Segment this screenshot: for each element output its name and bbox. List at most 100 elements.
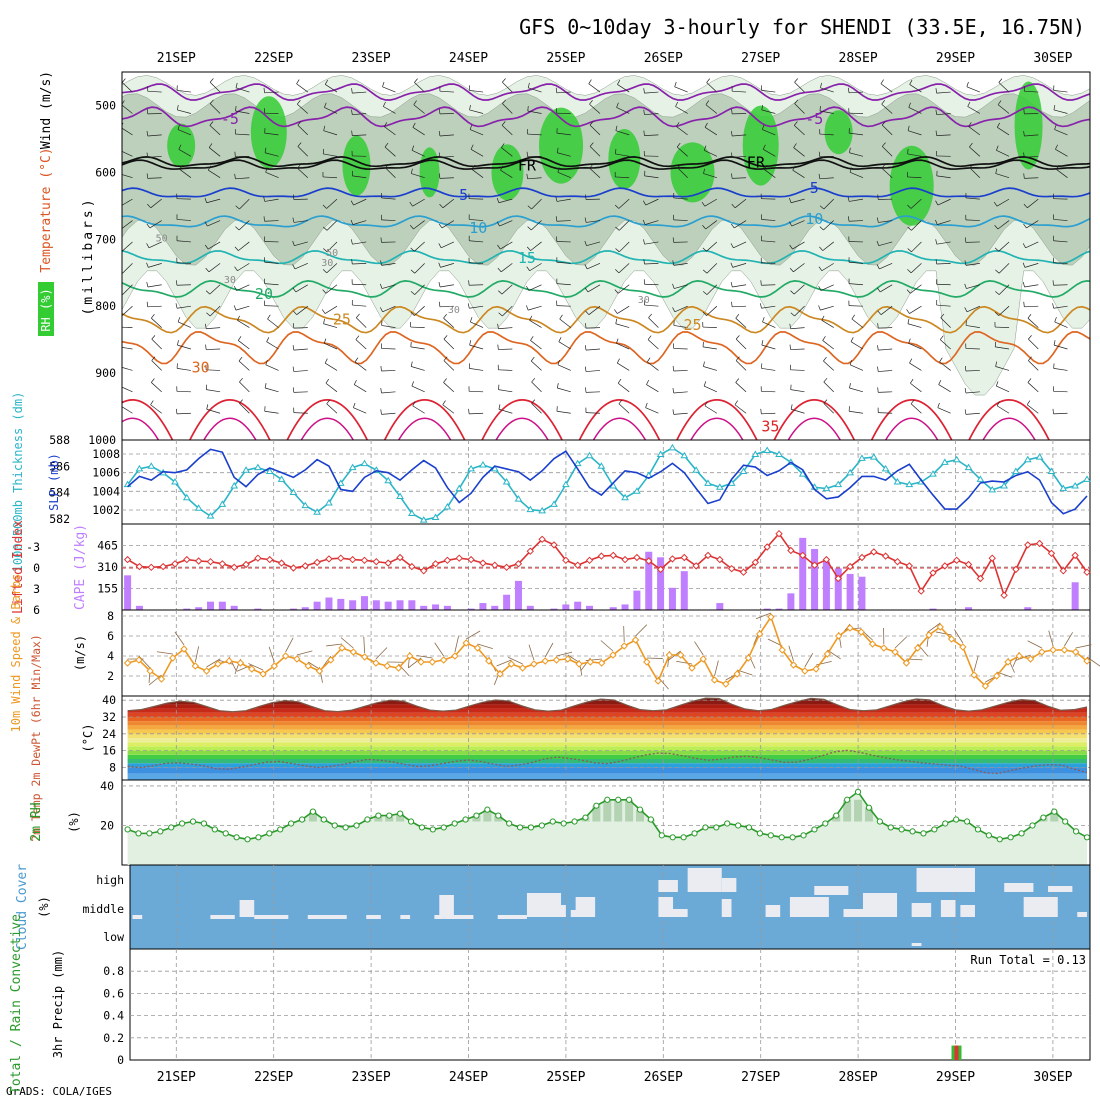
wind-barb — [761, 344, 776, 350]
wind-barb — [647, 361, 659, 371]
data-point — [801, 667, 809, 675]
cape-bar — [633, 590, 641, 610]
wind-barb — [789, 344, 791, 350]
data-point — [823, 650, 832, 658]
wind-barb — [205, 290, 210, 295]
wind-barb — [502, 99, 506, 104]
wind-barb — [442, 404, 455, 414]
wind-barb — [964, 365, 967, 372]
data-point — [585, 556, 594, 565]
wind-barb — [804, 652, 814, 668]
wind-barb — [350, 239, 353, 245]
data-point — [833, 812, 840, 819]
wind-barb — [498, 408, 513, 414]
wind-barb — [413, 104, 425, 114]
wind-barb — [443, 360, 455, 371]
wind-barb — [994, 311, 999, 316]
wind-barb — [354, 384, 367, 393]
data-point — [123, 555, 132, 564]
wind-barb — [469, 390, 484, 393]
wind-barb — [292, 217, 295, 223]
wind-barb — [823, 399, 828, 404]
wind-barb — [1027, 317, 1039, 328]
wind-barb — [502, 82, 513, 93]
top-date-labels: 21SEP 22SEP 23SEP 24SEP 25SEP 26SEP 27SEP 28SEP… — [157, 51, 1073, 66]
rh-contour-label: 30 — [448, 305, 460, 316]
wind-barb — [352, 113, 367, 116]
wind-barb — [1064, 632, 1073, 647]
wind-barb — [292, 287, 297, 293]
wind-barb — [589, 164, 594, 169]
wind-barb — [264, 132, 279, 136]
wind-barb — [702, 247, 707, 252]
wind-barb — [673, 348, 688, 350]
wind-barb — [588, 83, 601, 93]
data-point — [467, 555, 475, 564]
wind-barb — [876, 264, 880, 270]
wind-barb — [443, 335, 448, 340]
data-point — [887, 824, 894, 831]
wind-barb — [151, 360, 162, 371]
data-point — [313, 508, 321, 515]
wind-barb — [1052, 280, 1054, 286]
data-point — [1035, 453, 1044, 460]
top-date-label: 30SEP — [1033, 51, 1072, 66]
data-point — [981, 682, 990, 690]
wind-barb — [793, 147, 805, 157]
cape-bar — [443, 605, 451, 610]
data-point — [893, 478, 902, 485]
wind-barb — [878, 220, 893, 223]
wind-barb — [151, 378, 155, 383]
wind-barb — [672, 387, 675, 394]
cloud-block — [862, 893, 898, 917]
contour-label: 20 — [255, 285, 273, 303]
wind-barb — [177, 104, 179, 111]
wind-barb — [296, 650, 313, 656]
wind-barb — [526, 173, 528, 179]
wind-barb — [1023, 203, 1028, 209]
wind-barb — [177, 344, 192, 350]
wind-barb — [584, 366, 587, 372]
wind-barb — [176, 408, 178, 414]
data-point — [893, 557, 902, 566]
data-point — [1000, 591, 1008, 600]
wind-barb — [122, 263, 133, 274]
data-point — [963, 818, 971, 825]
wind-barb — [322, 148, 325, 154]
bottom-date-label: 27SEP — [741, 1070, 780, 1085]
data-point — [1012, 467, 1020, 474]
rh-2m-peak — [864, 807, 873, 822]
wind-barb — [527, 133, 542, 136]
data-point — [593, 802, 600, 809]
wind-barb — [763, 148, 776, 157]
wind-barb — [998, 82, 1010, 93]
cape-bar — [491, 605, 499, 610]
rh-2m-peak — [1050, 811, 1059, 822]
wind-barb — [673, 263, 688, 266]
wind-barb — [146, 243, 150, 248]
wind-barb — [207, 220, 221, 227]
wind-barb — [877, 310, 882, 315]
wind-barb — [954, 629, 964, 644]
wind-barb — [623, 625, 625, 643]
data-point — [974, 826, 982, 833]
wind-barb — [293, 370, 308, 372]
wind-barb — [238, 340, 250, 350]
lifted-index-line — [127, 532, 1088, 598]
wind-barb — [1053, 262, 1068, 264]
data-point — [905, 562, 914, 570]
cape-bar — [799, 537, 807, 610]
wind-barb — [265, 364, 279, 371]
wind-barb — [466, 630, 481, 640]
wind-barb — [935, 200, 939, 206]
wind-barb — [1053, 89, 1068, 93]
wind-barb — [616, 338, 619, 344]
wind-barb — [823, 377, 828, 383]
data-point — [562, 556, 570, 565]
data-point — [942, 820, 949, 827]
wind-barb — [877, 345, 879, 351]
wind-barb — [146, 282, 149, 288]
wind-barb — [176, 262, 191, 264]
data-point — [230, 563, 238, 572]
wind-barb — [677, 163, 682, 169]
